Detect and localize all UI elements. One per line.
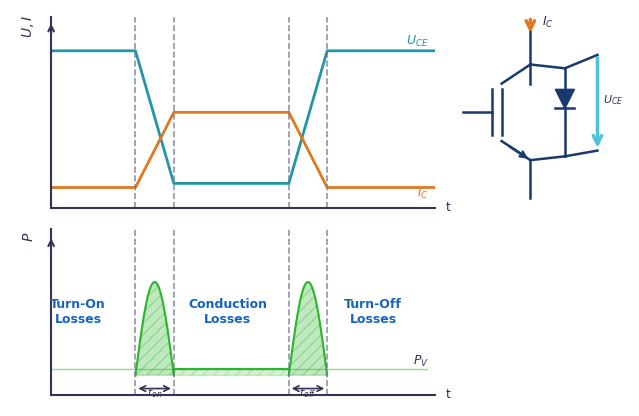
Polygon shape [555, 89, 574, 109]
Text: $I_{C}$: $I_{C}$ [417, 186, 429, 201]
Text: t: t [446, 388, 451, 401]
Y-axis label: $P$: $P$ [22, 232, 36, 242]
Text: Conduction
Losses: Conduction Losses [188, 298, 267, 326]
Text: $t_{on}$: $t_{on}$ [147, 386, 162, 400]
Text: $U_{CE}$: $U_{CE}$ [603, 93, 624, 106]
Y-axis label: $U, I$: $U, I$ [20, 15, 36, 38]
Text: $U_{CE}$: $U_{CE}$ [406, 35, 429, 50]
Text: $I_C$: $I_C$ [542, 15, 553, 30]
Text: Turn-On
Losses: Turn-On Losses [50, 298, 106, 326]
Text: $P_V$: $P_V$ [413, 354, 429, 369]
Text: Turn-Off
Losses: Turn-Off Losses [344, 298, 402, 326]
Text: $t_{off}$: $t_{off}$ [299, 386, 317, 400]
Text: t: t [446, 201, 451, 214]
